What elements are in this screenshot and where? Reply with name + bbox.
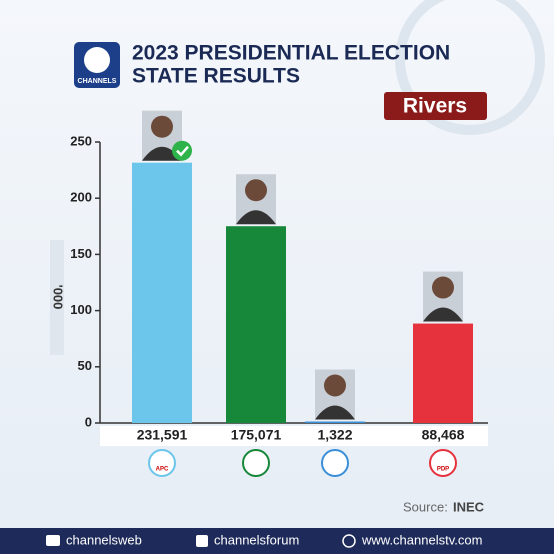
source: INEC bbox=[453, 499, 485, 514]
logo-globe bbox=[84, 47, 110, 73]
chart-subtitle: Rivers bbox=[403, 95, 467, 118]
icon bbox=[196, 535, 208, 547]
portrait-head bbox=[324, 374, 346, 397]
icon bbox=[46, 535, 60, 546]
winner-check-mark bbox=[176, 145, 189, 157]
y-tick-label: 250 bbox=[70, 133, 92, 148]
bar bbox=[226, 226, 286, 423]
y-tick-label: 50 bbox=[78, 358, 92, 373]
value-label: 231,591 bbox=[137, 427, 188, 443]
party-logo bbox=[429, 449, 457, 477]
footer-link: www.channelstv.com bbox=[361, 532, 482, 547]
party-label: PDP bbox=[437, 467, 449, 473]
bar bbox=[305, 421, 365, 423]
portrait-head bbox=[432, 276, 454, 299]
portrait-head bbox=[151, 115, 173, 138]
logo-text: CHANNELS bbox=[78, 78, 117, 85]
ylabel-band bbox=[50, 240, 64, 355]
source-label: Source: bbox=[403, 499, 448, 514]
winner-check bbox=[172, 140, 192, 161]
footer-bar bbox=[0, 528, 554, 554]
chart-title: STATE RESULTS bbox=[132, 65, 300, 88]
subtitle-badge bbox=[384, 92, 487, 120]
y-tick-label: 100 bbox=[70, 302, 92, 317]
decor-gear bbox=[395, 0, 545, 135]
y-axis-label: '000 bbox=[51, 285, 66, 310]
footer-link: channelsforum bbox=[214, 532, 299, 547]
portrait-body bbox=[423, 307, 463, 322]
portrait-head bbox=[245, 179, 267, 202]
party-logo bbox=[321, 449, 349, 477]
party-logo bbox=[242, 449, 270, 477]
label-strip bbox=[100, 426, 488, 446]
value-label: 175,071 bbox=[231, 427, 282, 443]
chart-title: 2023 PRESIDENTIAL ELECTION bbox=[132, 42, 450, 65]
portrait-body bbox=[142, 146, 182, 161]
value-label: 88,468 bbox=[422, 427, 465, 443]
party-label: APC bbox=[156, 467, 169, 473]
y-tick-label: 200 bbox=[70, 190, 92, 205]
portrait-body bbox=[236, 210, 276, 225]
party-logo bbox=[148, 449, 176, 477]
y-tick-label: 0 bbox=[85, 414, 92, 429]
footer-link: channelsweb bbox=[66, 532, 142, 547]
y-tick-label: 150 bbox=[70, 246, 92, 261]
portrait-body bbox=[315, 405, 355, 420]
icon bbox=[342, 534, 356, 548]
bar bbox=[132, 162, 192, 423]
bar bbox=[413, 323, 473, 423]
value-label: 1,322 bbox=[317, 427, 352, 443]
